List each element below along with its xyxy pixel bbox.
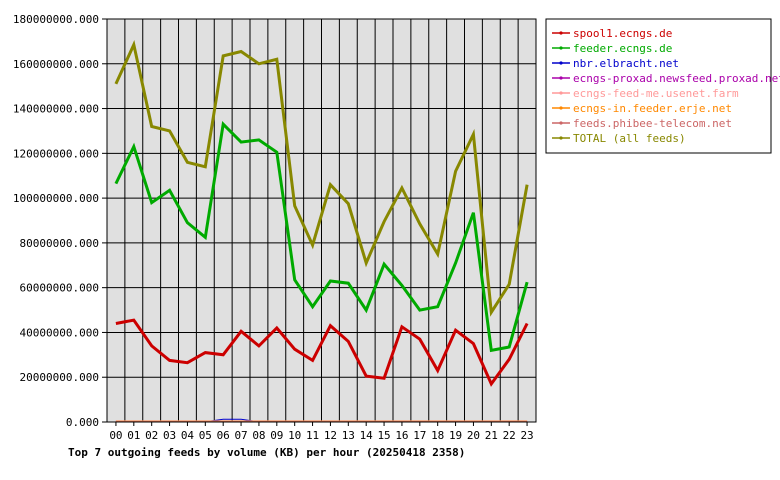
x-tick-label: 06 (217, 429, 230, 442)
x-tick-label: 05 (199, 429, 212, 442)
x-tick-label: 07 (234, 429, 247, 442)
x-tick-label: 18 (431, 429, 444, 442)
x-tick-label: 09 (270, 429, 283, 442)
legend-label: ecngs-proxad.newsfeed.proxad.net (573, 72, 780, 85)
y-tick-label: 40000000.000 (20, 326, 99, 339)
y-tick-label: 60000000.000 (20, 282, 99, 295)
x-tick-label: 23 (520, 429, 533, 442)
y-tick-label: 80000000.000 (20, 237, 99, 250)
chart-title: Top 7 outgoing feeds by volume (KB) per … (68, 446, 465, 459)
legend-marker (559, 136, 563, 140)
legend-marker (559, 91, 563, 95)
y-axis-ticks: 0.000 20000000.000 40000000.000 60000000.00… (13, 13, 107, 429)
legend-marker (559, 121, 563, 125)
x-tick-label: 19 (449, 429, 462, 442)
legend: spool1.ecngs.de feeder.ecngs.de nbr.elbrac… (545, 18, 780, 154)
y-tick-label: 160000000.000 (13, 58, 99, 71)
x-tick-label: 21 (485, 429, 498, 442)
plot-frame (106, 18, 537, 423)
x-tick-label: 14 (360, 429, 374, 442)
legend-label: feeds.phibee-telecom.net (573, 117, 732, 130)
legend-marker (559, 61, 563, 65)
legend-marker (559, 106, 563, 110)
legend-label: TOTAL (all feeds) (573, 132, 686, 145)
legend-label: feeder.ecngs.de (573, 42, 672, 55)
legend-label: spool1.ecngs.de (573, 27, 672, 40)
legend-marker (559, 76, 563, 80)
x-tick-label: 02 (145, 429, 158, 442)
x-tick-label: 04 (181, 429, 195, 442)
x-tick-label: 00 (109, 429, 122, 442)
legend-marker (559, 31, 563, 35)
y-tick-label: 140000000.000 (13, 103, 99, 116)
x-tick-label: 12 (324, 429, 337, 442)
x-tick-label: 22 (503, 429, 516, 442)
series-line (114, 121, 529, 353)
x-tick-label: 20 (467, 429, 480, 442)
x-tick-label: 13 (342, 429, 355, 442)
series-line (114, 39, 529, 317)
y-tick-label: 0.000 (66, 416, 99, 429)
x-tick-label: 03 (163, 429, 176, 442)
legend-label: ecngs-feed-me.usenet.farm (573, 87, 739, 100)
x-tick-label: 17 (413, 429, 426, 442)
x-axis-ticks: 00 01 02 03 04 05 06 07 08 09 10 11 12 13 14 15 16 17 18 19… (109, 422, 534, 442)
legend-box (545, 18, 772, 154)
legend-label: nbr.elbracht.net (573, 57, 679, 70)
y-tick-label: 100000000.000 (13, 192, 99, 205)
legend-label: ecngs-in.feeder.erje.net (573, 102, 732, 115)
x-tick-label: 11 (306, 429, 319, 442)
y-tick-label: 180000000.000 (13, 13, 99, 26)
y-tick-label: 120000000.000 (13, 147, 99, 160)
x-tick-label: 10 (288, 429, 301, 442)
legend-marker (559, 46, 563, 50)
y-tick-label: 20000000.000 (20, 371, 99, 384)
x-tick-label: 01 (127, 429, 140, 442)
x-tick-label: 16 (395, 429, 408, 442)
x-tick-label: 08 (252, 429, 265, 442)
series-line (115, 318, 529, 387)
x-tick-label: 15 (377, 429, 390, 442)
